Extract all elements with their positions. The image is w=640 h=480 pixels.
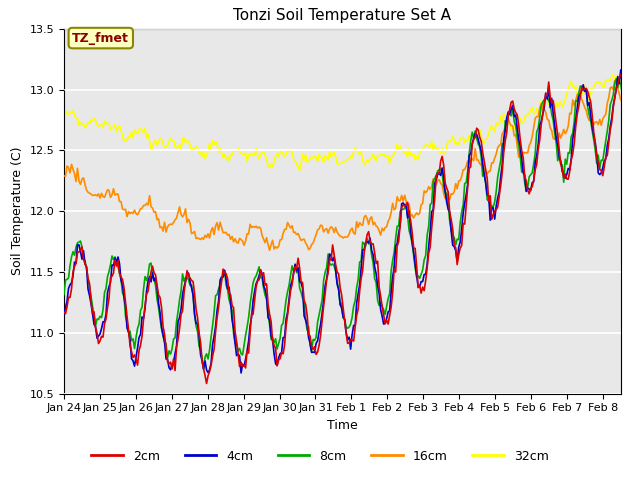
Text: TZ_fmet: TZ_fmet <box>72 32 129 45</box>
Y-axis label: Soil Temperature (C): Soil Temperature (C) <box>11 147 24 276</box>
X-axis label: Time: Time <box>327 419 358 432</box>
Title: Tonzi Soil Temperature Set A: Tonzi Soil Temperature Set A <box>234 9 451 24</box>
Legend: 2cm, 4cm, 8cm, 16cm, 32cm: 2cm, 4cm, 8cm, 16cm, 32cm <box>85 444 555 469</box>
